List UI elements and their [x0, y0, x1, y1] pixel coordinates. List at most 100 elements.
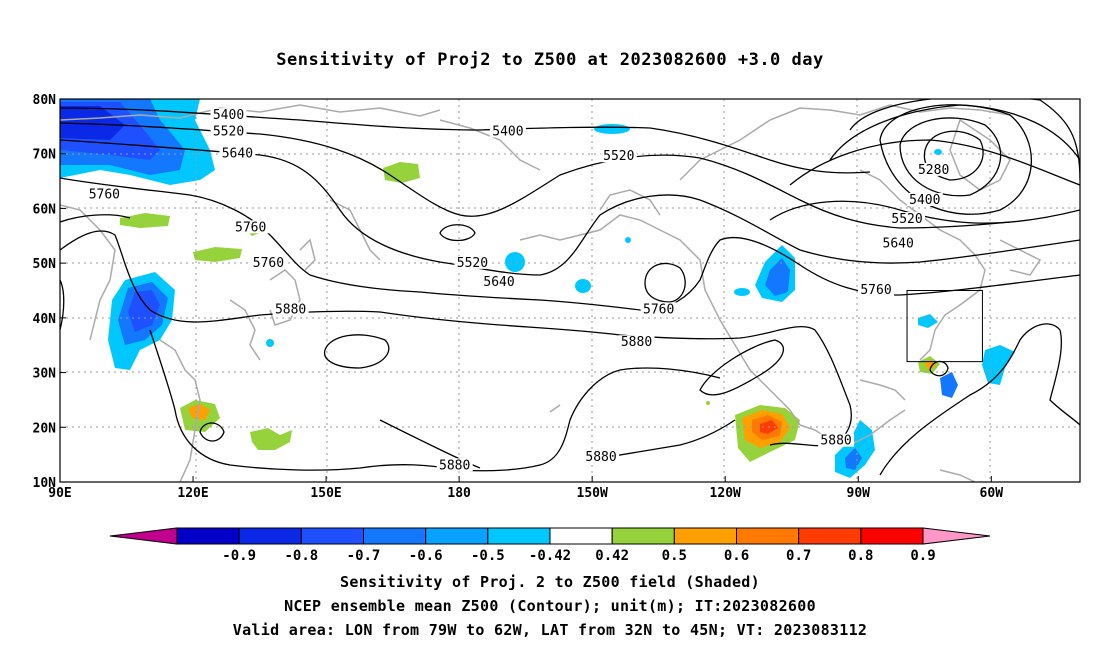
contour-label-bg	[436, 458, 473, 472]
shade-positive-region	[924, 360, 936, 370]
axis-ticks: 90E 120E 150E 180 150W 120W 90W 60W 80N 70N 60N 50N…	[33, 93, 1004, 501]
contour-label: 5760	[860, 283, 891, 298]
colorbar-segment	[860, 527, 924, 545]
colorbar: -0.9 -0.8 -0.7 -0.6 -0.5 -0.42 0.42 0.5 0.6 0.7 0.…	[109, 527, 991, 564]
lat-tick-label: 30N	[33, 367, 57, 382]
caption-line-1: Sensitivity of Proj. 2 to Z500 field (Sh…	[340, 573, 760, 591]
contour-5520-east	[789, 139, 1080, 186]
lon-tick-label: 90E	[48, 486, 71, 501]
contour-labels: 5400 5520 5640 5760 5760 5760 5880 5400 5520 5520…	[86, 108, 952, 473]
contour-label-bg	[481, 275, 518, 289]
contour-closed-low	[899, 117, 1002, 197]
lon-tick-label: 120E	[177, 486, 208, 501]
lon-tick-label: 90W	[847, 486, 871, 501]
colorbar-segment	[611, 527, 675, 545]
contour-5280-arc	[849, 99, 1080, 181]
contour-label: 5760	[253, 256, 284, 271]
contour-closed-low	[644, 262, 686, 303]
contour-label: 5400	[492, 125, 523, 140]
contour-label: 5400	[213, 108, 244, 123]
colorbar-label: 0.42	[595, 548, 629, 564]
colorbar-segment	[363, 527, 427, 545]
colorbar-label: 0.8	[848, 548, 873, 564]
colorbar-segment	[238, 527, 302, 545]
colorbar-label: 0.9	[910, 548, 935, 564]
contour-5880-west	[60, 279, 65, 331]
contour-label-bg	[640, 302, 677, 316]
lon-tick-label: 150E	[310, 486, 341, 501]
shade-positive-region	[120, 213, 170, 228]
lat-tick-label: 20N	[33, 421, 57, 436]
contour-5760-west	[60, 214, 131, 223]
shade-negative-region	[734, 288, 750, 296]
shade-negative-region	[625, 237, 631, 243]
contour-label-bg	[583, 450, 620, 464]
contour-label: 5880	[439, 458, 470, 473]
colorbar-segment	[425, 527, 489, 545]
colorbar-label: -0.5	[471, 548, 505, 564]
map-frame	[59, 98, 1081, 483]
contour-label-bg	[915, 162, 952, 176]
contour-label-bg	[880, 236, 917, 250]
contour-label-bg	[219, 146, 256, 160]
sensitivity-shading	[60, 99, 1015, 478]
colorbar-segment	[736, 527, 800, 545]
contour-label: 5640	[483, 275, 514, 290]
contour-5880-south	[379, 419, 481, 469]
colorbar-segment	[673, 527, 737, 545]
contour-label-bg	[210, 108, 247, 122]
contour-label-bg	[489, 124, 526, 138]
colorbar-max-triangle	[922, 527, 991, 545]
colorbar-segment	[549, 527, 613, 545]
contour-label: 5880	[820, 434, 851, 449]
lat-tick-label: 50N	[33, 257, 57, 272]
contour-label: 5880	[621, 335, 652, 350]
figure-title: Sensitivity of Proj2 to Z500 at 20230826…	[276, 50, 824, 70]
lat-tick-label: 10N	[33, 476, 57, 491]
contour-label: 5880	[275, 302, 306, 317]
contour-label: 5520	[213, 125, 244, 140]
caption-line-2: NCEP ensemble mean Z500 (Contour); unit(…	[284, 597, 816, 615]
shade-negative-region	[575, 279, 591, 293]
valid-area-box	[906, 290, 983, 363]
shade-positive-region	[706, 401, 710, 405]
contour-label-bg	[454, 255, 491, 269]
contour-label-bg	[618, 335, 655, 349]
contour-label-bg	[600, 149, 637, 163]
colorbar-min-triangle	[109, 527, 178, 545]
lat-tick-label: 80N	[33, 93, 57, 108]
colorbar-label: 0.6	[724, 548, 749, 564]
lon-tick-label: 120W	[710, 486, 741, 501]
contour-label-bg	[889, 212, 926, 226]
lon-tick-label: 60W	[980, 486, 1004, 501]
contour-5640-east	[769, 200, 1080, 224]
lat-tick-label: 70N	[33, 148, 57, 163]
contour-5880-ring	[199, 422, 225, 442]
contour-label: 5520	[603, 149, 634, 164]
shade-negative-region	[505, 252, 525, 272]
coastlines	[60, 104, 1042, 482]
shade-negative-region	[60, 106, 125, 140]
colorbar-label: -0.8	[284, 548, 318, 564]
colorbar-label: -0.9	[222, 548, 256, 564]
shade-negative-region	[940, 372, 958, 398]
contour-label: 5520	[891, 212, 922, 227]
colorbar-label: -0.6	[409, 548, 443, 564]
shade-negative-region	[266, 339, 274, 347]
contour-label-bg	[232, 220, 269, 234]
lat-tick-label: 40N	[33, 312, 57, 327]
colorbar-segment	[300, 527, 365, 545]
colorbar-label: 0.7	[786, 548, 811, 564]
shade-negative-region	[765, 258, 790, 296]
colorbar-label: -0.7	[347, 548, 381, 564]
contour-5880-atlantic	[879, 323, 1080, 476]
contour-label-bg	[906, 192, 943, 206]
shade-negative-region	[128, 290, 160, 332]
colorbar-label: -0.42	[529, 548, 571, 564]
contour-label: 5760	[89, 187, 120, 202]
contour-label-bg	[818, 433, 855, 447]
shade-positive-region	[250, 428, 292, 450]
contour-label: 5640	[883, 237, 914, 252]
contour-closed-high	[699, 339, 785, 396]
